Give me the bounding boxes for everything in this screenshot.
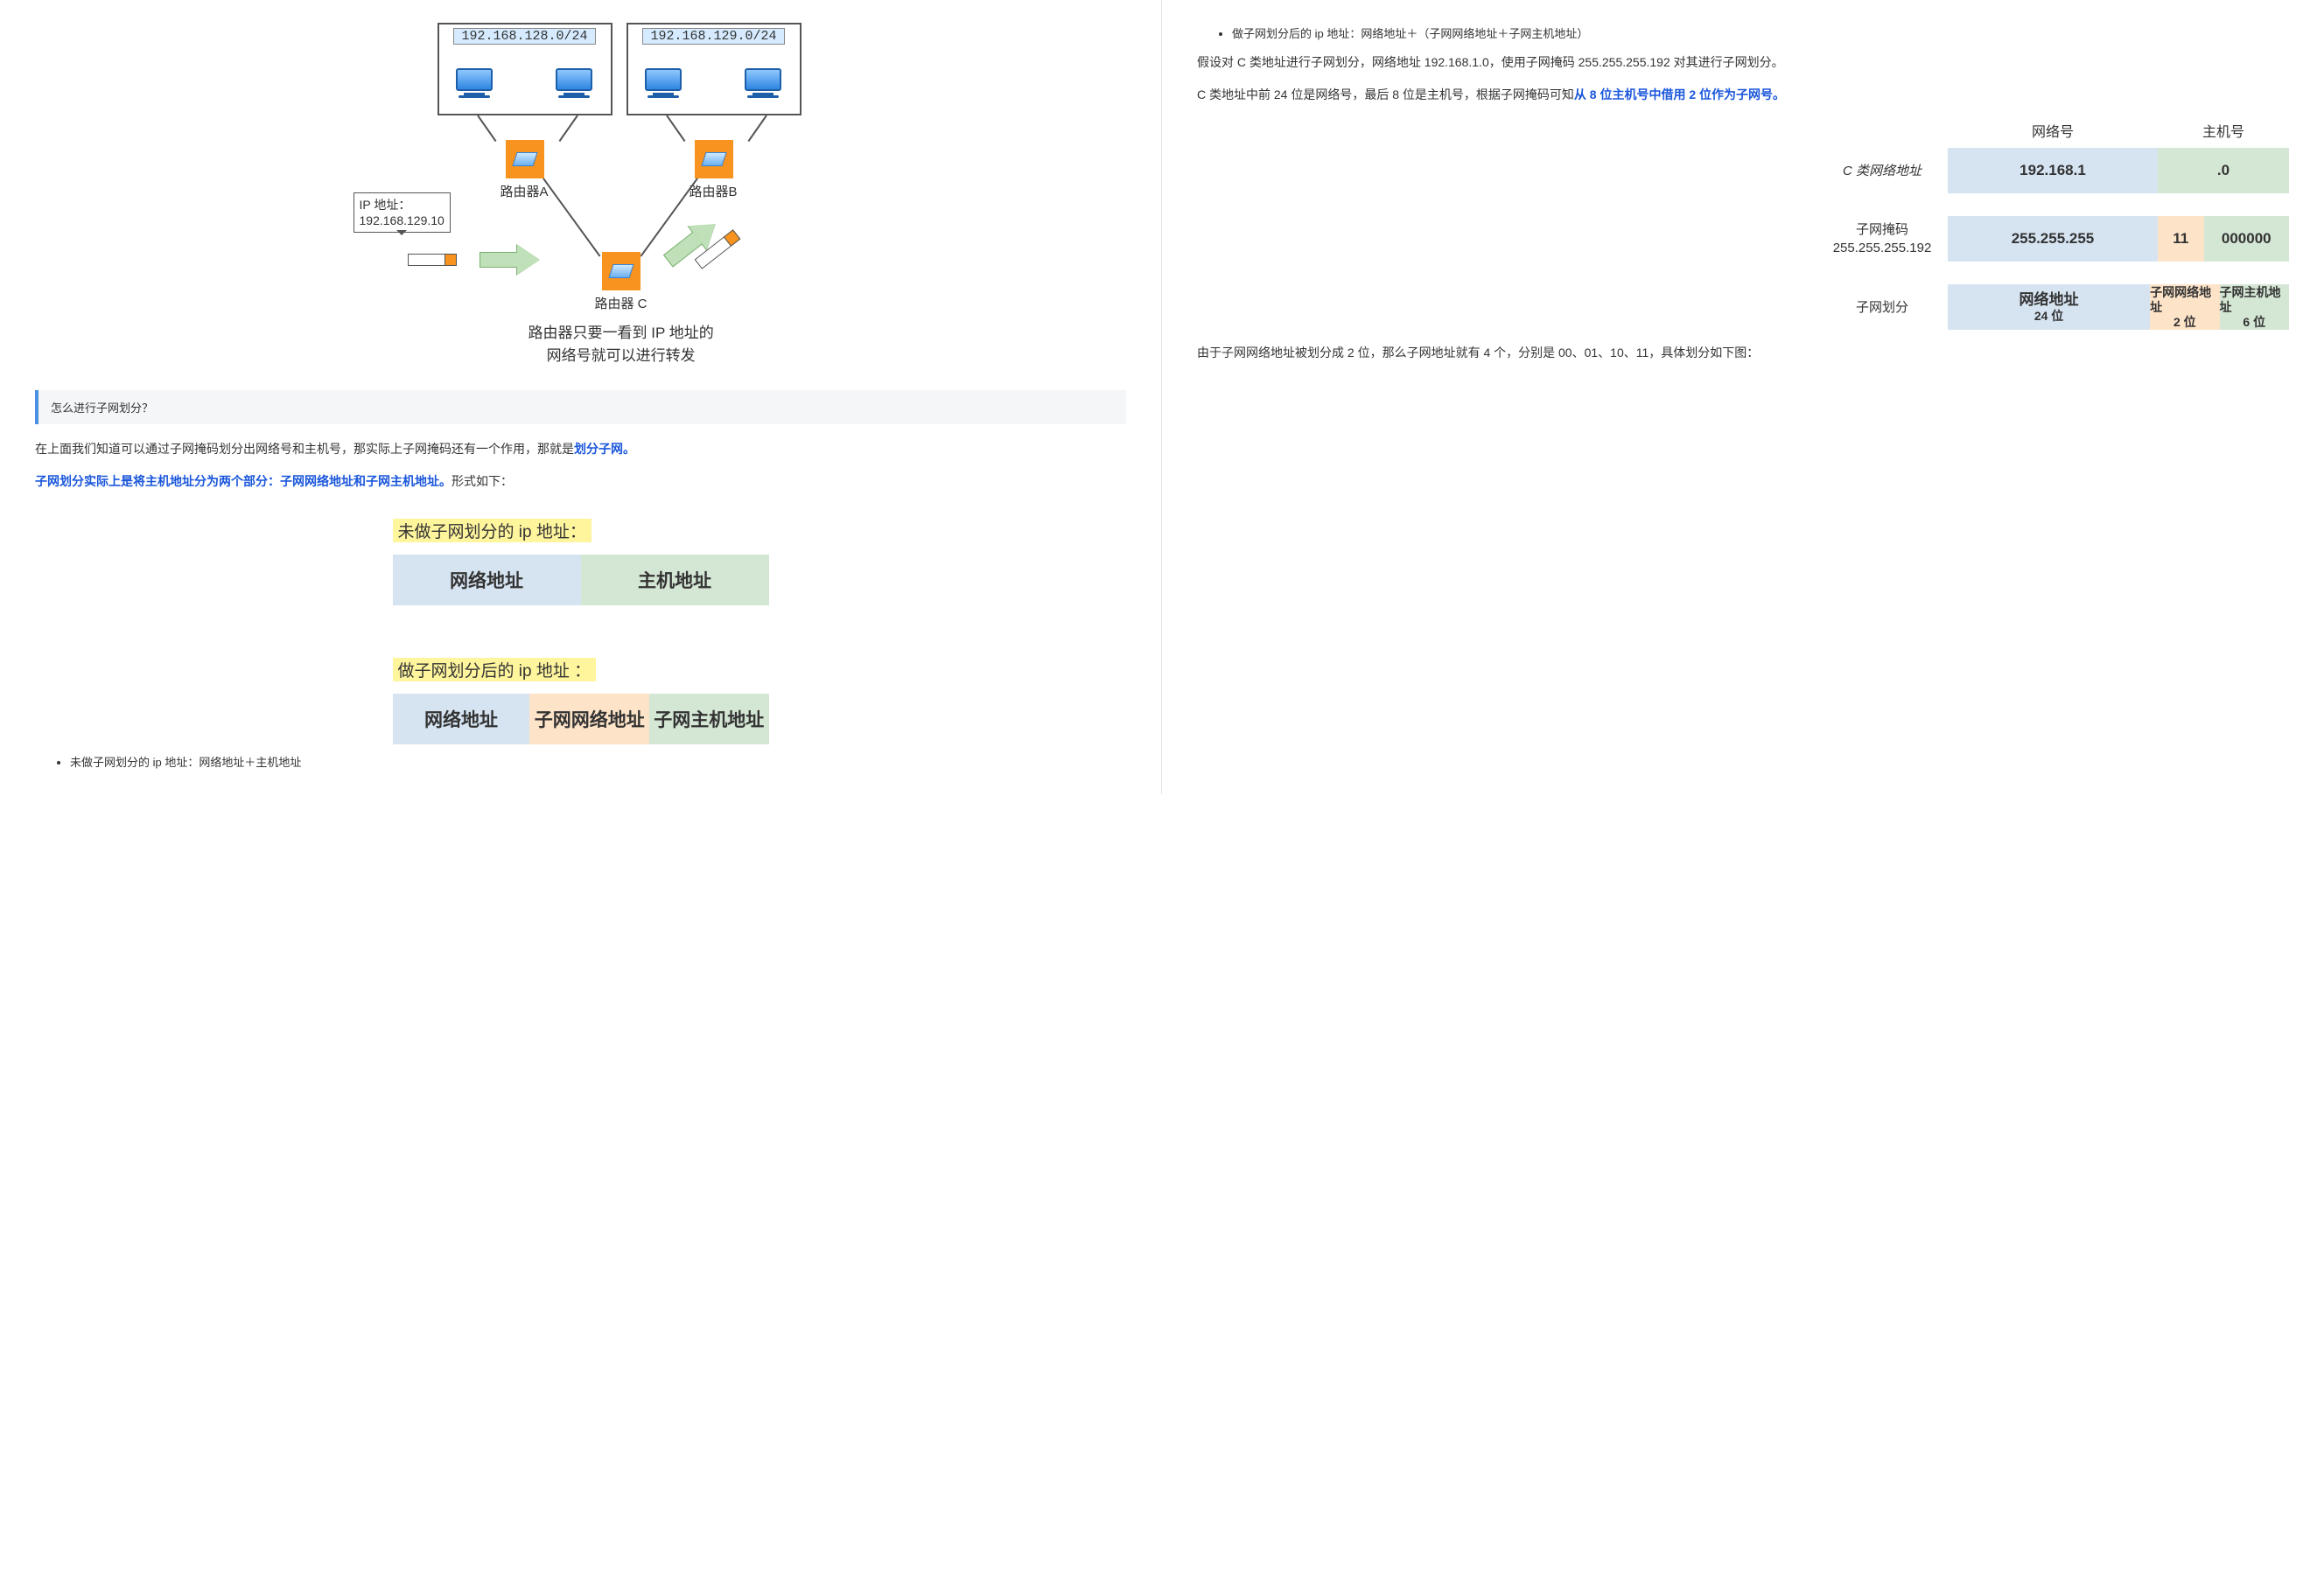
row1-label: C 类网络地址 bbox=[1816, 148, 1948, 193]
arrow-left-icon bbox=[480, 245, 541, 275]
paragraph: 由于子网网络地址被划分成 2 位，那么子网地址就有 4 个，分别是 00、01、… bbox=[1197, 342, 2289, 364]
row3-host: 子网主机地址 6 位 bbox=[2220, 284, 2289, 330]
ip-figure-with-subnet: 做子网划分后的 ip 地址 ： 网络地址 子网网络地址 子网主机地址 bbox=[393, 658, 769, 744]
diagram-caption: 路由器只要一看到 IP 地址的 网络号就可以进行转发 bbox=[528, 322, 714, 367]
paragraph: C 类地址中前 24 位是网络号，最后 8 位是主机号，根据子网掩码可知从 8 … bbox=[1197, 84, 2289, 106]
router-c-label: 路由器 C bbox=[595, 294, 648, 312]
bullet-item: 未做子网划分的 ip 地址：网络地址＋主机地址 bbox=[70, 753, 1126, 770]
row3-net: 网络地址 24 位 bbox=[1948, 284, 2150, 330]
packet-callout: IP 地址： 192.168.129.10 bbox=[354, 192, 451, 233]
paragraph: 在上面我们知道可以通过子网掩码划分出网络号和主机号，那实际上子网掩码还有一个作用… bbox=[35, 438, 1126, 460]
row2-label: 子网掩码 255.255.255.192 bbox=[1816, 216, 1948, 262]
fig2-seg-net: 网络地址 bbox=[393, 694, 530, 744]
th-net: 网络号 bbox=[1948, 118, 2158, 143]
fig2-seg-subhost: 子网主机地址 bbox=[649, 694, 769, 744]
subnet-table: 网络号 主机号 C 类网络地址 192.168.1 .0 子网掩码 255.25… bbox=[1816, 118, 2289, 330]
pc-icon bbox=[551, 68, 597, 103]
blockquote-how-subnet: 怎么进行子网划分？ bbox=[35, 390, 1126, 424]
pc-icon bbox=[452, 68, 497, 103]
row2-sub: 11 bbox=[2158, 216, 2204, 262]
router-a-icon bbox=[506, 140, 544, 178]
bullet-list: 做子网划分后的 ip 地址：网络地址＋（子网网络地址＋子网主机地址） bbox=[1197, 24, 2289, 41]
paragraph: 子网划分实际上是将主机地址分为两个部分：子网网络地址和子网主机地址。形式如下： bbox=[35, 471, 1126, 492]
row3-label: 子网划分 bbox=[1816, 284, 1948, 330]
pc-icon bbox=[740, 68, 786, 103]
fig2-seg-subnet: 子网网络地址 bbox=[529, 694, 649, 744]
packet-ip: 192.168.129.10 bbox=[360, 213, 444, 227]
router-b-icon bbox=[695, 140, 733, 178]
bullet-item: 做子网划分后的 ip 地址：网络地址＋（子网网络地址＋子网主机地址） bbox=[1232, 24, 2289, 41]
fig2-title: 做子网划分后的 ip 地址 ： bbox=[393, 658, 597, 681]
right-column: 做子网划分后的 ip 地址：网络地址＋（子网网络地址＋子网主机地址） 假设对 C… bbox=[1162, 0, 2324, 794]
router-a-label: 路由器A bbox=[500, 182, 549, 200]
subnet-b-label: 192.168.129.0/24 bbox=[642, 28, 784, 45]
row2-host: 000000 bbox=[2204, 216, 2290, 262]
row1-host: .0 bbox=[2158, 148, 2289, 193]
subnet-a-label: 192.168.128.0/24 bbox=[453, 28, 595, 45]
network-diagram: 192.168.128.0/24 192.168.129.0/24 路由器A 路… bbox=[354, 17, 808, 376]
router-b-label: 路由器B bbox=[690, 182, 738, 200]
th-host: 主机号 bbox=[2158, 118, 2289, 143]
ip-figure-no-subnet: 未做子网划分的 ip 地址： 网络地址 主机地址 bbox=[393, 519, 769, 605]
fig1-seg-net: 网络地址 bbox=[393, 555, 581, 605]
bullet-list: 未做子网划分的 ip 地址：网络地址＋主机地址 bbox=[35, 753, 1126, 770]
router-c-icon bbox=[602, 252, 640, 290]
pc-icon bbox=[640, 68, 686, 103]
packet-left-icon bbox=[408, 254, 457, 266]
subnet-b-box: 192.168.129.0/24 bbox=[626, 23, 802, 115]
fig1-seg-host: 主机地址 bbox=[581, 555, 769, 605]
row2-net: 255.255.255 bbox=[1948, 216, 2158, 262]
row1-net: 192.168.1 bbox=[1948, 148, 2158, 193]
subnet-a-box: 192.168.128.0/24 bbox=[438, 23, 612, 115]
row3-sub: 子网网络地址 2 位 bbox=[2150, 284, 2219, 330]
packet-title: IP 地址： bbox=[360, 198, 411, 212]
left-column: 192.168.128.0/24 192.168.129.0/24 路由器A 路… bbox=[0, 0, 1162, 794]
fig1-title: 未做子网划分的 ip 地址： bbox=[393, 519, 592, 542]
paragraph: 假设对 C 类地址进行子网划分，网络地址 192.168.1.0，使用子网掩码 … bbox=[1197, 52, 2289, 73]
